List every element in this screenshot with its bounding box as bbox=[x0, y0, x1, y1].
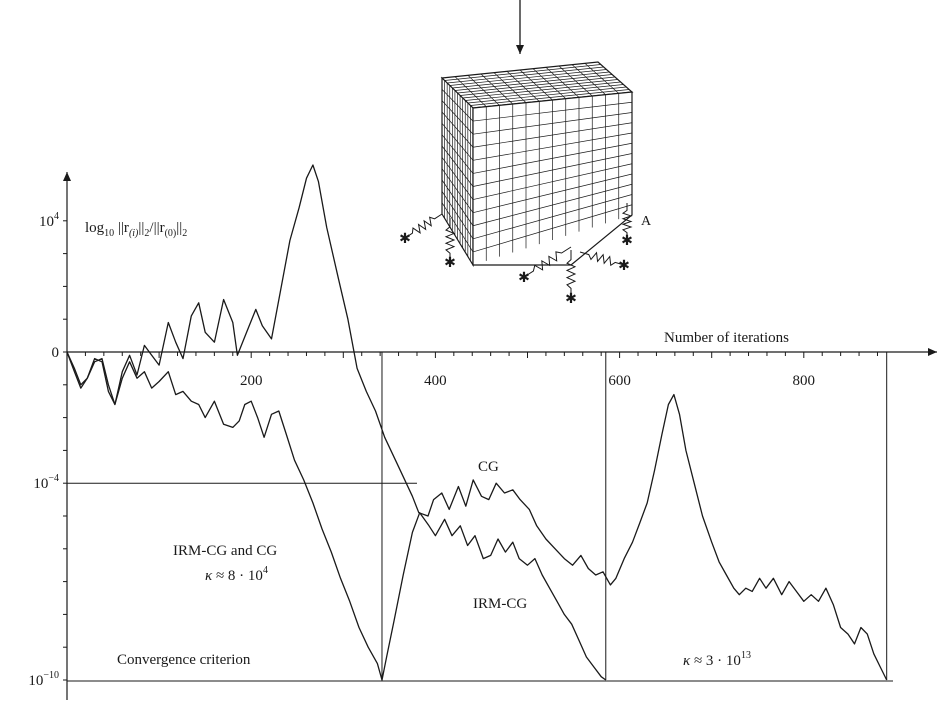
spring bbox=[621, 203, 633, 240]
x-tick-label: 800 bbox=[793, 373, 816, 389]
x-tick-label: 400 bbox=[424, 373, 447, 389]
spring bbox=[444, 218, 456, 262]
support-star: ✱ bbox=[518, 271, 530, 286]
grid-line bbox=[472, 204, 633, 253]
y-tick-label: 0 bbox=[52, 345, 60, 361]
grid-line bbox=[441, 191, 474, 240]
spring-label-a: A bbox=[641, 214, 652, 229]
y-minor-ticks bbox=[63, 220, 67, 681]
y-axis-label: log10 ||r(i)||2/||r(0)||2 bbox=[85, 220, 187, 239]
y-tick-label: 10−4 bbox=[33, 473, 59, 492]
cube-grid bbox=[441, 63, 633, 261]
y-tick-label: 104 bbox=[39, 211, 59, 230]
grid-line bbox=[467, 86, 627, 104]
spring-supports: ✱ ✱ ✱ ✱ ✱ ✱ bbox=[399, 203, 633, 307]
grid-line bbox=[470, 89, 630, 106]
support-star: ✱ bbox=[618, 259, 630, 274]
irm-cg-label: IRM-CG bbox=[473, 596, 527, 612]
cube-illustration: ✱ ✱ ✱ ✱ ✱ ✱ A bbox=[399, 0, 652, 307]
kappa-2-label: κ ≈ 3 · 1013 bbox=[683, 650, 751, 669]
x-tick-labels: 200 400 600 800 bbox=[240, 373, 815, 389]
support-star: ✱ bbox=[621, 234, 633, 249]
support-star: ✱ bbox=[399, 232, 411, 247]
iteration-markers bbox=[67, 352, 888, 680]
series-lines bbox=[66, 164, 888, 681]
series-line-cg bbox=[66, 164, 888, 681]
y-tick-label: 10−10 bbox=[28, 670, 59, 689]
convergence-criterion-label: Convergence criterion bbox=[117, 652, 251, 668]
x-axis-label: Number of iterations bbox=[664, 330, 789, 346]
spring bbox=[565, 250, 577, 298]
grid-line bbox=[441, 202, 474, 253]
kappa-1-label: κ ≈ 8 · 104 bbox=[205, 565, 268, 584]
x-tick-label: 600 bbox=[608, 373, 631, 389]
grid-line bbox=[472, 194, 633, 240]
spring bbox=[523, 246, 572, 278]
x-minor-ticks bbox=[84, 352, 878, 358]
support-star: ✱ bbox=[444, 256, 456, 271]
series-line-irm-cg bbox=[66, 351, 607, 681]
support-star: ✱ bbox=[565, 292, 577, 307]
y-tick-labels: 104 0 10−4 10−10 bbox=[28, 211, 59, 689]
spring bbox=[579, 251, 625, 267]
cg-label: CG bbox=[478, 459, 499, 475]
spring bbox=[404, 213, 443, 239]
grid-line bbox=[584, 63, 619, 94]
x-tick-label: 200 bbox=[240, 373, 263, 389]
both-methods-label: IRM-CG and CG bbox=[173, 543, 277, 559]
